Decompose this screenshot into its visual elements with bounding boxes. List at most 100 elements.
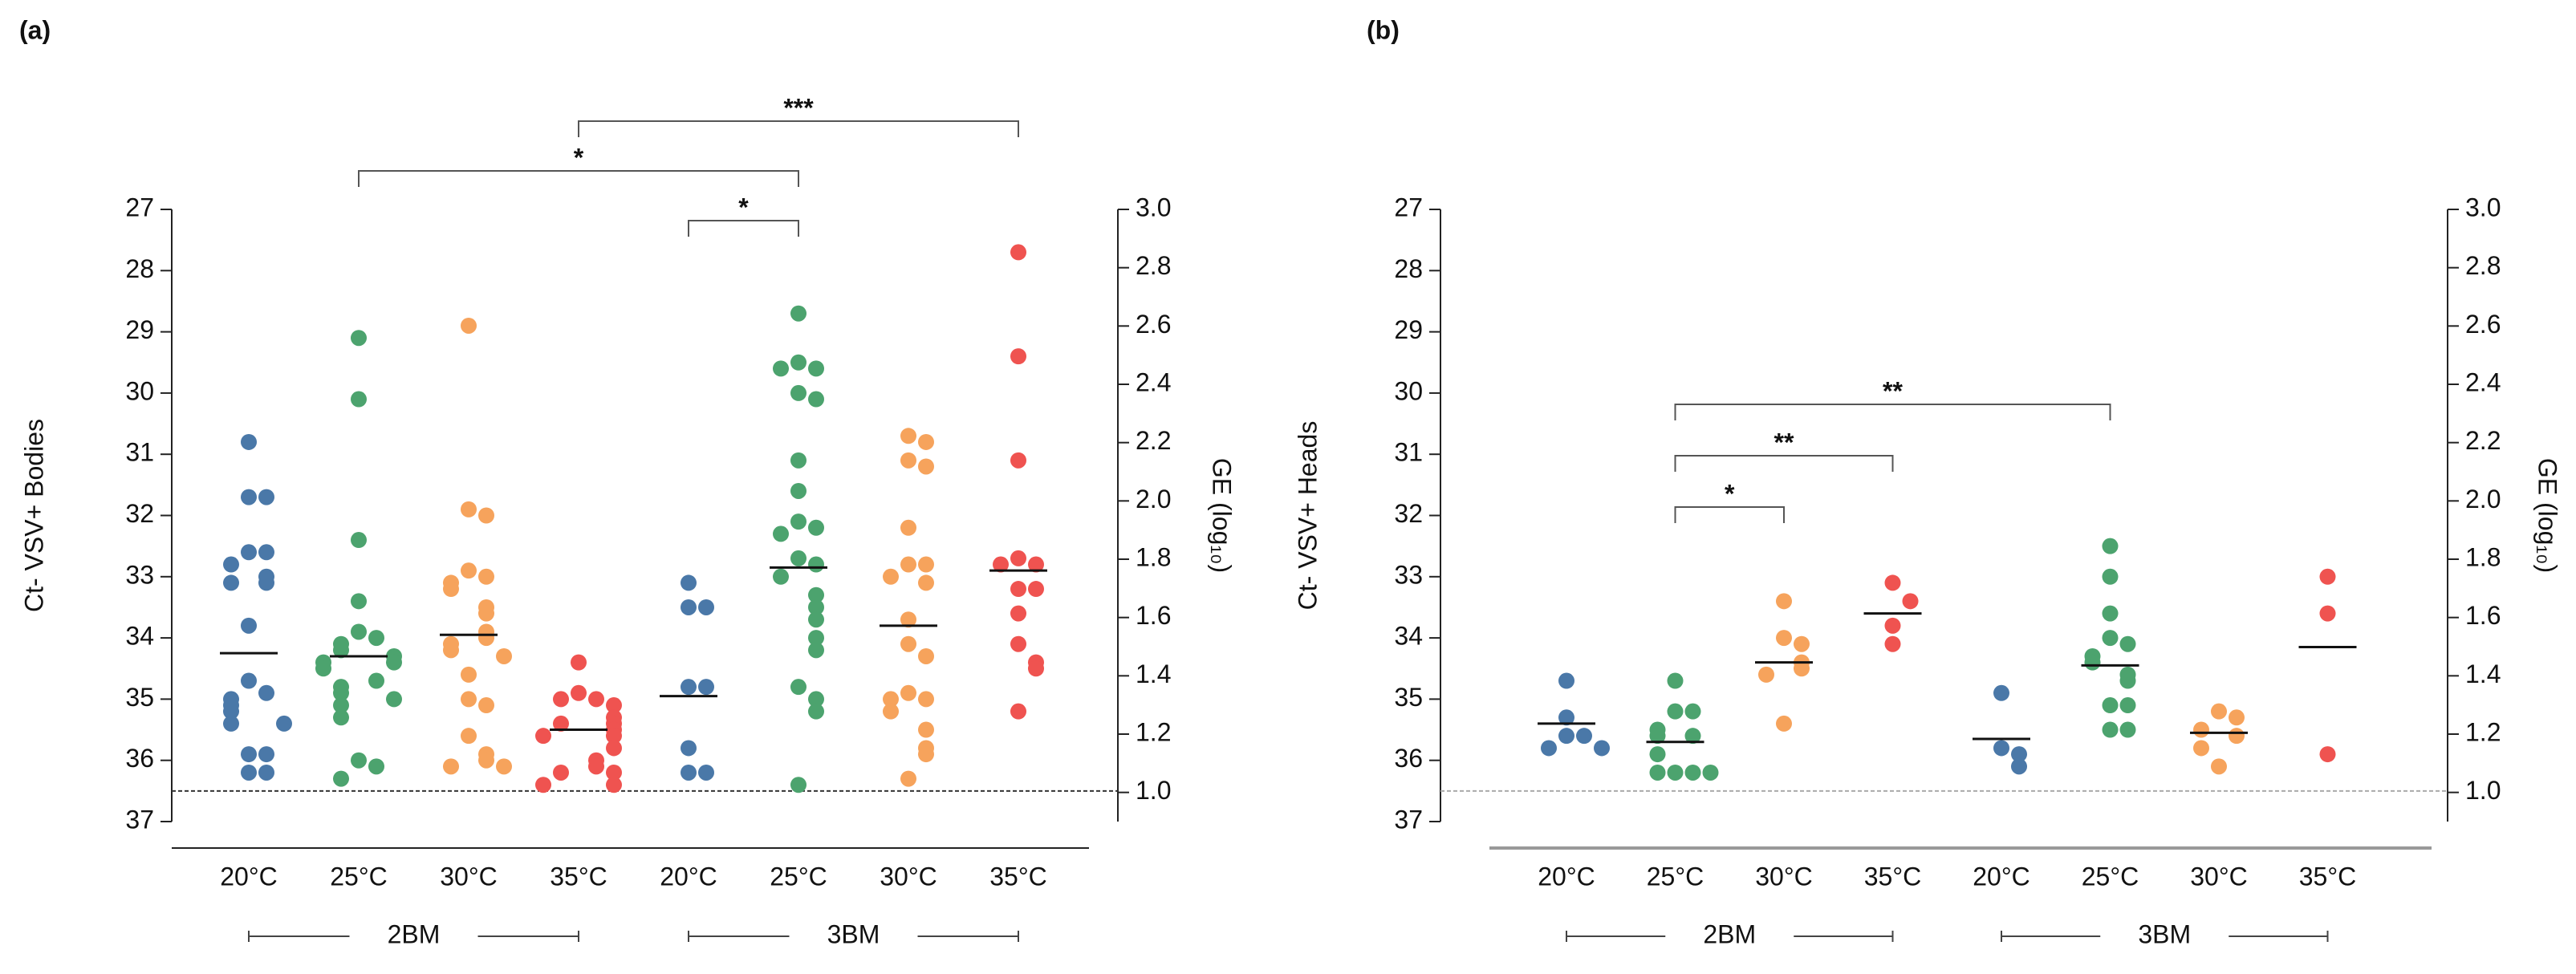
- x-tick-label: 25°C: [2082, 862, 2139, 891]
- y-tick-label: 27: [125, 193, 154, 221]
- data-point: [681, 679, 697, 696]
- y2-tick-label: 1.8: [2465, 542, 2501, 571]
- data-point: [351, 330, 367, 347]
- data-point: [2229, 728, 2245, 745]
- data-point: [808, 630, 824, 647]
- data-point: [1010, 452, 1026, 469]
- data-point: [1010, 550, 1026, 566]
- data-point: [1993, 684, 2009, 701]
- data-point: [241, 617, 257, 634]
- data-point: [1649, 764, 1666, 781]
- data-point: [2102, 697, 2119, 714]
- y2-tick-label: 3.0: [1136, 193, 1171, 221]
- x-tick-label: 30°C: [440, 862, 498, 891]
- data-point: [2102, 568, 2119, 585]
- data-point: [1010, 703, 1026, 720]
- x-tick-label: 25°C: [770, 862, 827, 891]
- data-point: [241, 672, 257, 689]
- data-point: [478, 507, 494, 524]
- data-point: [900, 770, 916, 787]
- data-point: [918, 458, 934, 475]
- significance-label: **: [1774, 428, 1794, 457]
- data-point: [918, 746, 934, 763]
- data-point: [333, 684, 349, 701]
- data-point: [443, 758, 459, 775]
- data-point: [918, 647, 934, 664]
- data-point: [2011, 746, 2027, 763]
- data-point: [2319, 605, 2336, 622]
- data-point: [368, 672, 384, 689]
- data-point: [276, 715, 292, 732]
- data-point: [2102, 538, 2119, 554]
- data-point: [1993, 740, 2009, 757]
- y2-tick-label: 3.0: [2465, 193, 2501, 221]
- data-point: [773, 568, 789, 585]
- y2-tick-label: 1.0: [2465, 776, 2501, 805]
- data-point: [2102, 605, 2119, 622]
- y2-tick-label: 1.2: [1136, 717, 1171, 746]
- x-tick-label: 35°C: [550, 862, 607, 891]
- data-point: [461, 317, 477, 334]
- data-point: [993, 556, 1009, 573]
- group-label: 3BM: [827, 919, 880, 948]
- data-point: [315, 660, 331, 677]
- data-point: [1684, 764, 1701, 781]
- data-point: [1010, 635, 1026, 652]
- x-tick-label: 20°C: [1973, 862, 2030, 891]
- data-point: [571, 684, 587, 701]
- data-point: [808, 642, 824, 659]
- y2-tick-label: 2.2: [2465, 426, 2501, 455]
- data-point: [808, 360, 824, 377]
- data-point: [2319, 568, 2336, 585]
- data-point: [351, 593, 367, 610]
- data-point: [681, 764, 697, 781]
- data-point: [1667, 672, 1684, 689]
- data-point: [790, 305, 807, 322]
- y-tick-label: 32: [125, 499, 154, 528]
- data-point: [2119, 721, 2136, 738]
- data-point: [461, 501, 477, 517]
- data-point: [808, 519, 824, 536]
- data-point: [1649, 746, 1666, 763]
- data-point: [1794, 660, 1810, 677]
- data-point: [2011, 758, 2027, 775]
- data-point: [223, 574, 239, 591]
- y2-tick-label: 2.0: [1136, 485, 1171, 513]
- data-point: [1010, 244, 1026, 261]
- data-point: [241, 764, 257, 781]
- data-point: [1558, 728, 1574, 745]
- group-label: 3BM: [2138, 919, 2191, 948]
- data-point: [461, 562, 477, 579]
- y2-tick-label: 2.8: [1136, 251, 1171, 280]
- data-point: [588, 691, 604, 708]
- data-point: [333, 642, 349, 659]
- data-point: [588, 758, 604, 775]
- data-point: [790, 550, 807, 566]
- data-point: [223, 556, 239, 573]
- significance-bracket: [1674, 404, 2111, 420]
- data-point: [1684, 728, 1701, 745]
- significance-bracket: [688, 220, 799, 237]
- y2-tick-label: 2.2: [1136, 426, 1171, 455]
- y-tick-label: 35: [125, 683, 154, 712]
- y-tick-label: 36: [1394, 744, 1423, 773]
- y2-tick-label: 2.4: [1136, 367, 1171, 396]
- y-tick-label: 36: [125, 744, 154, 773]
- y2-tick-label: 1.6: [1136, 601, 1171, 630]
- y2-tick-label: 2.8: [2465, 251, 2501, 280]
- data-point: [258, 489, 274, 505]
- significance-label: *: [574, 143, 584, 172]
- data-point: [808, 703, 824, 720]
- y2-tick-label: 2.4: [2465, 367, 2501, 396]
- significance-bracket: [1674, 455, 1894, 472]
- x-tick-label: 20°C: [660, 862, 717, 891]
- data-point: [443, 642, 459, 659]
- data-point: [773, 360, 789, 377]
- data-point: [808, 391, 824, 408]
- data-point: [900, 611, 916, 628]
- significance-label: *: [738, 193, 749, 221]
- y2-tick-label: 1.4: [2465, 659, 2501, 688]
- y-tick-label: 30: [1394, 376, 1423, 405]
- y-tick-label: 33: [125, 560, 154, 589]
- group-label: 2BM: [388, 919, 441, 948]
